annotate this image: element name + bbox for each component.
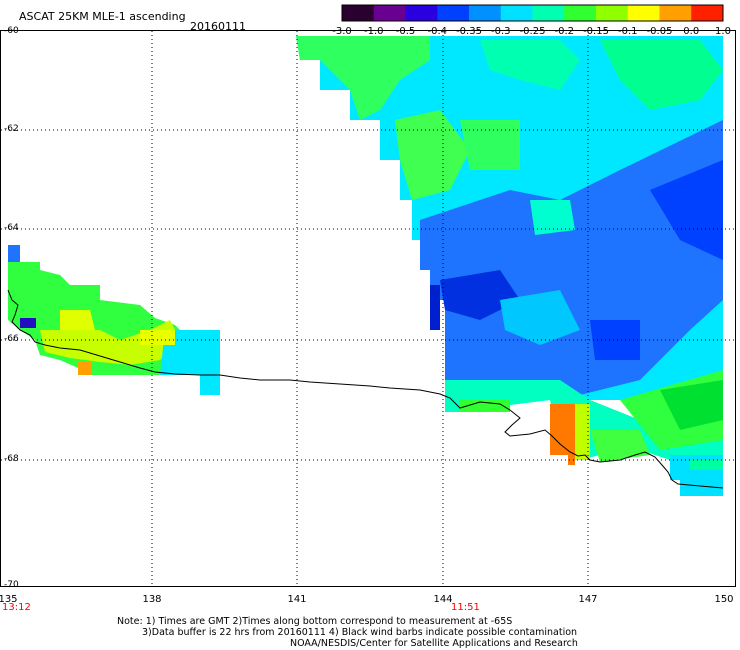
- lat-label: -64: [4, 223, 19, 233]
- note-line-2: 3)Data buffer is 22 hrs from 20160111 4)…: [142, 627, 578, 638]
- lat-label: -70: [4, 580, 19, 590]
- colorbar-swatch: [469, 5, 502, 21]
- map-date: 20160111: [190, 20, 246, 33]
- colorbar: [341, 4, 724, 22]
- lon-label: 147: [578, 594, 598, 605]
- colorbar-swatch: [405, 5, 438, 21]
- colorbar-label: -0.4: [427, 26, 448, 37]
- colorbar-swatch: [596, 5, 629, 21]
- lon-label: 144: [433, 594, 453, 605]
- colorbar-swatch: [373, 5, 406, 21]
- map-frame: [0, 30, 736, 587]
- colorbar-label: -0.25: [519, 26, 546, 37]
- lat-label: -68: [4, 454, 19, 464]
- colorbar-swatch: [342, 5, 375, 21]
- colorbar-label: -1.0: [363, 26, 384, 37]
- note-line-3: NOAA/NESDIS/Center for Satellite Applica…: [290, 638, 578, 649]
- graticule: [1, 31, 735, 586]
- lon-label: 135: [0, 594, 18, 605]
- colorbar-label: -0.2: [554, 26, 575, 37]
- lon-label: 150: [714, 594, 734, 605]
- data-swath-east: [296, 36, 723, 496]
- time-label-left: 13:12: [2, 602, 31, 613]
- colorbar-label: -0.3: [490, 26, 511, 37]
- colorbar-swatch: [627, 5, 660, 21]
- lat-label: -62: [4, 124, 19, 134]
- lon-label: 138: [142, 594, 162, 605]
- colorbar-label: 1.0: [715, 26, 731, 37]
- colorbar-swatch: [691, 5, 724, 21]
- colorbar-label: -0.15: [583, 26, 609, 37]
- colorbar-swatch: [437, 5, 470, 21]
- colorbar-label: -0.05: [646, 26, 673, 37]
- map-title: ASCAT 25KM MLE-1 ascending: [19, 10, 186, 23]
- data-swath-west: [8, 245, 220, 395]
- colorbar-border: [341, 4, 724, 22]
- colorbar-swatch: [532, 5, 565, 21]
- colorbar-swatch: [659, 5, 692, 21]
- lon-label: 141: [287, 594, 307, 605]
- colorbar-label: 0.0: [683, 26, 700, 37]
- colorbar-label: -0.5: [395, 26, 416, 37]
- colorbar-label: -0.35: [456, 26, 482, 37]
- colorbar-label: -0.1: [617, 26, 638, 37]
- lat-label: -60: [4, 26, 19, 36]
- colorbar-swatch: [564, 5, 597, 21]
- colorbar-label: -3.0: [332, 26, 352, 37]
- lat-label: -66: [4, 334, 19, 344]
- note-line-1: Note: 1) Times are GMT 2)Times along bot…: [117, 616, 513, 627]
- colorbar-swatch: [500, 5, 533, 21]
- time-label-mid: 11:51: [451, 602, 480, 613]
- coastline: [7, 289, 724, 489]
